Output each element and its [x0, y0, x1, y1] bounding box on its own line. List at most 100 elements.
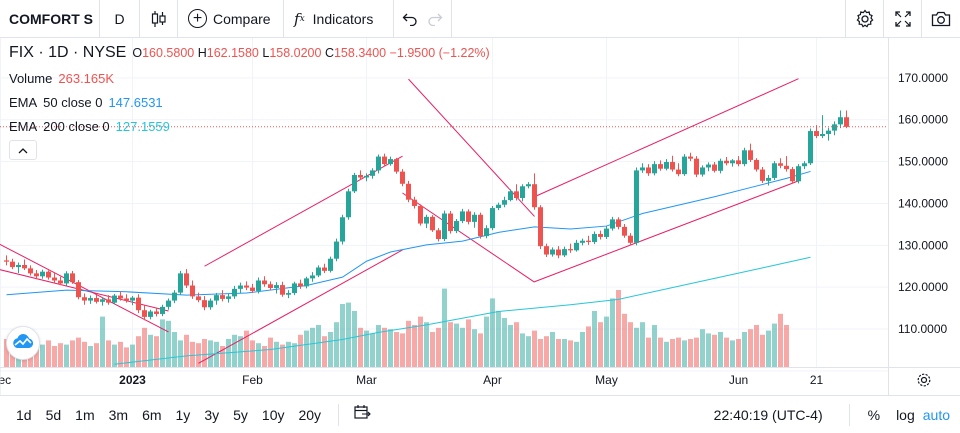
- trend-lines[interactable]: [0, 78, 799, 364]
- volume-bar: [562, 339, 567, 367]
- bottom-separator: [338, 403, 340, 426]
- volume-bar: [634, 327, 639, 367]
- volume-bar: [580, 332, 585, 367]
- volume-bar: [736, 339, 741, 367]
- candle-body: [634, 170, 639, 243]
- chart-style-button[interactable]: [140, 0, 178, 38]
- legend-open: 160.5800: [142, 46, 195, 60]
- candle-body: [208, 300, 213, 308]
- candle-body: [16, 264, 21, 268]
- volume-bar: [400, 333, 405, 367]
- trend-line: [408, 78, 535, 217]
- fullscreen-button[interactable]: [884, 0, 922, 38]
- range-20y[interactable]: 20y: [298, 406, 322, 423]
- range-6m[interactable]: 6m: [142, 406, 162, 423]
- undo-icon[interactable]: [402, 12, 418, 26]
- candle-body: [34, 273, 39, 277]
- candle-body: [394, 159, 399, 172]
- clock[interactable]: 22:40:19 (UTC-4): [713, 406, 823, 423]
- candles-icon: [151, 10, 167, 28]
- cloud-logo-icon: [11, 332, 35, 355]
- range-1y[interactable]: 1y: [175, 406, 191, 423]
- chart-legend: FIX · 1D · NYSE O160.5800 H162.1580 L158…: [9, 44, 490, 162]
- volume-bar: [574, 341, 579, 367]
- volume-bar: [526, 336, 531, 367]
- legend-ema50[interactable]: EMA 50 close 0 147.6531: [9, 90, 490, 114]
- legend-volume[interactable]: Volume 263.165K: [9, 66, 490, 90]
- percent-toggle[interactable]: %: [867, 406, 881, 423]
- candle-body: [52, 277, 57, 281]
- volume-bar: [568, 340, 573, 367]
- time-axis[interactable]: Dec 2023 Feb Mar Apr May Jun 21: [0, 367, 960, 395]
- time-tick-label: Feb: [242, 373, 263, 387]
- candle-body: [424, 216, 429, 224]
- compare-button[interactable]: + Compare: [178, 0, 284, 38]
- volume-bar: [610, 298, 615, 367]
- settings-button[interactable]: [846, 0, 884, 38]
- candle-body: [562, 249, 567, 256]
- volume-bar: [784, 325, 789, 367]
- range-5y[interactable]: 5y: [233, 406, 248, 423]
- range-1d[interactable]: 1d: [16, 406, 32, 423]
- candle-body: [556, 249, 561, 256]
- candle-body: [118, 295, 123, 299]
- volume-bar: [64, 344, 69, 367]
- candle-body: [682, 156, 687, 175]
- candle-body: [514, 191, 519, 199]
- volume-bar: [442, 288, 447, 367]
- calendar-goto-icon[interactable]: [349, 404, 375, 425]
- candle-body: [40, 271, 45, 277]
- price-tick-label: 170.0000: [898, 71, 948, 85]
- grid-lines: [0, 38, 888, 372]
- log-toggle[interactable]: log: [896, 406, 915, 423]
- range-5d[interactable]: 5d: [45, 406, 62, 423]
- volume-bar: [628, 322, 633, 367]
- symbol-search[interactable]: COMFORT S: [0, 0, 100, 38]
- volume-bar: [652, 325, 657, 367]
- volume-bar: [94, 343, 99, 367]
- price-axis[interactable]: 110.0000 120.0000 130.0000 140.0000 150.0000…: [888, 38, 960, 395]
- time-tick-label: Dec: [0, 373, 11, 387]
- range-3m[interactable]: 3m: [108, 406, 129, 423]
- candle-body: [538, 207, 543, 247]
- volume-bar: [514, 322, 519, 367]
- candle-body: [658, 164, 663, 169]
- price-tick-label: 150.0000: [898, 155, 948, 169]
- volume-bar: [592, 311, 597, 367]
- time-tick-label: 21: [810, 373, 824, 387]
- candlesticks: [4, 110, 849, 321]
- price-chart[interactable]: 158.3400 110.0000 120.0000 130.0000 140.000…: [0, 38, 960, 395]
- auto-toggle[interactable]: auto: [922, 406, 950, 423]
- volume-bar: [322, 336, 327, 367]
- volume-bar: [604, 316, 609, 367]
- tradingview-logo[interactable]: [6, 326, 40, 360]
- volume-bar: [664, 341, 669, 367]
- range-10y[interactable]: 10y: [261, 406, 285, 423]
- range-1m[interactable]: 1m: [75, 406, 95, 423]
- volume-bar: [532, 330, 537, 367]
- price-tick-label: 130.0000: [898, 238, 948, 252]
- legend-collapse-button[interactable]: [9, 140, 37, 160]
- legend-low-key: L: [262, 46, 270, 60]
- volume-bar: [694, 337, 699, 367]
- snapshot-button[interactable]: [922, 0, 960, 38]
- volume-bar: [688, 339, 693, 367]
- candle-body: [214, 295, 219, 301]
- volume-bar: [772, 323, 777, 367]
- candle-body: [280, 285, 285, 295]
- redo-icon[interactable]: [427, 12, 443, 26]
- ema200-line: [114, 256, 811, 365]
- interval-button[interactable]: D: [100, 0, 140, 38]
- range-3y[interactable]: 3y: [204, 406, 220, 423]
- trend-line: [534, 78, 799, 198]
- candle-body: [10, 261, 15, 268]
- legend-ema200[interactable]: EMA 200 close 0 127.1559: [9, 114, 490, 138]
- candle-body: [796, 166, 801, 182]
- volume-bar: [640, 322, 645, 367]
- candle-body: [22, 264, 27, 269]
- candle-body: [166, 300, 171, 307]
- axis-settings-gear-icon[interactable]: [917, 373, 931, 387]
- volume-bar: [538, 339, 543, 367]
